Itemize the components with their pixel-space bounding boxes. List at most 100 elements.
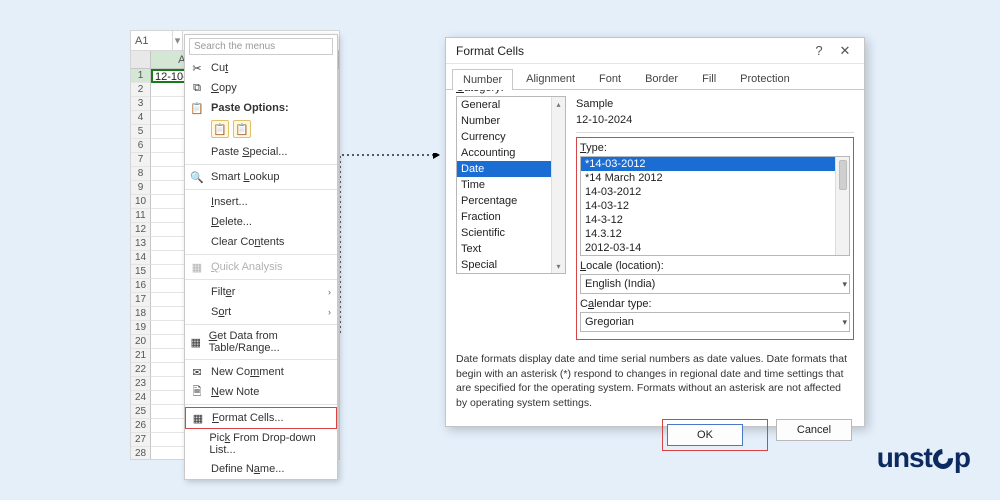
menu-item[interactable]: Clear Contents [185,232,337,252]
row-header[interactable]: 19 [131,321,151,335]
menu-icon: 🔍 [189,170,205,184]
row-header[interactable]: 20 [131,335,151,349]
row-header[interactable]: 1 [131,69,151,83]
paste-option-icon[interactable]: 📋 [233,120,251,138]
menu-label: Clear Contents [211,236,284,248]
menu-item[interactable]: ✉New Comment [185,362,337,382]
paste-option-icon[interactable]: 📋 [211,120,229,138]
scroll-down-icon[interactable]: ▾ [552,259,565,273]
row-header[interactable]: 28 [131,447,151,459]
row-header[interactable]: 17 [131,293,151,307]
menu-item[interactable]: Sort› [185,302,337,322]
ok-button[interactable]: OK [667,424,743,446]
row-header[interactable]: 3 [131,97,151,111]
row-header[interactable]: 5 [131,125,151,139]
type-item[interactable]: *14 March 2012 [581,171,849,185]
menu-item[interactable]: Define Name... [185,459,337,479]
row-header[interactable]: 21 [131,349,151,363]
menu-label: New Comment [211,366,284,378]
row-header[interactable]: 7 [131,153,151,167]
row-header[interactable]: 2 [131,83,151,97]
category-item[interactable]: Currency [457,129,565,145]
row-header[interactable]: 15 [131,265,151,279]
category-item[interactable]: General [457,97,565,113]
category-item[interactable]: Number [457,113,565,129]
menu-search[interactable]: Search the menus [189,38,333,55]
close-button[interactable]: ✕ [832,43,858,59]
menu-item[interactable]: Filter› [185,282,337,302]
menu-item[interactable]: Delete... [185,212,337,232]
row-header[interactable]: 27 [131,433,151,447]
dialog-title: Format Cells [456,44,806,58]
menu-item[interactable]: 🔍Smart Lookup [185,167,337,187]
name-box[interactable]: A1 [131,31,173,50]
menu-item[interactable]: Insert... [185,192,337,212]
row-header[interactable]: 26 [131,419,151,433]
category-item[interactable]: Percentage [457,193,565,209]
menu-item[interactable]: 📋Paste Options: [185,98,337,118]
menu-item[interactable]: ⧉Copy [185,78,337,98]
category-list[interactable]: GeneralNumberCurrencyAccountingDateTimeP… [456,96,566,274]
tab-protection[interactable]: Protection [729,68,801,89]
tab-font[interactable]: Font [588,68,632,89]
tab-fill[interactable]: Fill [691,68,727,89]
type-item[interactable]: 14-03-2012 [581,185,849,199]
row-header[interactable]: 24 [131,391,151,405]
type-item[interactable]: 14-3-12 [581,213,849,227]
row-header[interactable]: 9 [131,181,151,195]
row-header[interactable]: 6 [131,139,151,153]
name-box-dropdown-icon[interactable]: ▾ [173,31,183,50]
scrollbar-thumb[interactable] [839,160,847,190]
menu-icon [189,145,205,159]
type-item[interactable]: *14-03-2012 [581,157,849,171]
tab-number[interactable]: Number [452,69,513,90]
category-item[interactable]: Time [457,177,565,193]
row-header[interactable]: 11 [131,209,151,223]
row-header[interactable]: 4 [131,111,151,125]
category-item[interactable]: Scientific [457,225,565,241]
help-button[interactable]: ? [806,43,832,58]
type-item[interactable]: 2012-03-14 [581,241,849,255]
type-item[interactable]: 14-03-12 [581,199,849,213]
category-item[interactable]: Text [457,241,565,257]
category-scrollbar[interactable]: ▴ ▾ [551,97,565,273]
menu-label: Paste Special... [211,146,287,158]
category-item[interactable]: Custom [457,273,565,274]
menu-item[interactable]: 🗎New Note [185,382,337,402]
category-item[interactable]: Fraction [457,209,565,225]
format-cells-dialog: Format Cells ? ✕ NumberAlignmentFontBord… [445,37,865,427]
menu-item[interactable]: ✂Cut [185,58,337,78]
category-item[interactable]: Date [457,161,565,177]
menu-item[interactable]: Pick From Drop-down List... [185,429,337,459]
menu-icon [189,285,205,299]
type-list[interactable]: *14-03-2012*14 March 201214-03-201214-03… [580,156,850,256]
type-item[interactable]: 14.3.12 [581,227,849,241]
select-all-corner[interactable] [131,51,151,68]
row-header[interactable]: 25 [131,405,151,419]
row-header[interactable]: 22 [131,363,151,377]
unstop-logo: unstp [877,442,970,474]
menu-label: Cut [211,62,228,74]
submenu-arrow-icon: › [328,307,331,317]
row-header[interactable]: 12 [131,223,151,237]
row-header[interactable]: 18 [131,307,151,321]
menu-label: Paste Options: [211,102,289,114]
row-header[interactable]: 10 [131,195,151,209]
row-header[interactable]: 14 [131,251,151,265]
calendar-combo[interactable]: Gregorian▾ [580,312,850,332]
menu-item[interactable]: ▦Get Data from Table/Range... [185,327,337,357]
menu-item[interactable]: ▦Format Cells... [185,407,337,429]
locale-label: Locale (location): [580,260,850,272]
row-header[interactable]: 23 [131,377,151,391]
row-header[interactable]: 16 [131,279,151,293]
scroll-up-icon[interactable]: ▴ [552,97,565,111]
category-item[interactable]: Special [457,257,565,273]
tab-border[interactable]: Border [634,68,689,89]
category-item[interactable]: Accounting [457,145,565,161]
cancel-button[interactable]: Cancel [776,419,852,441]
menu-item[interactable]: Paste Special... [185,142,337,162]
type-scrollbar[interactable] [835,157,849,255]
row-header[interactable]: 8 [131,167,151,181]
row-header[interactable]: 13 [131,237,151,251]
locale-combo[interactable]: English (India)▾ [580,274,850,294]
